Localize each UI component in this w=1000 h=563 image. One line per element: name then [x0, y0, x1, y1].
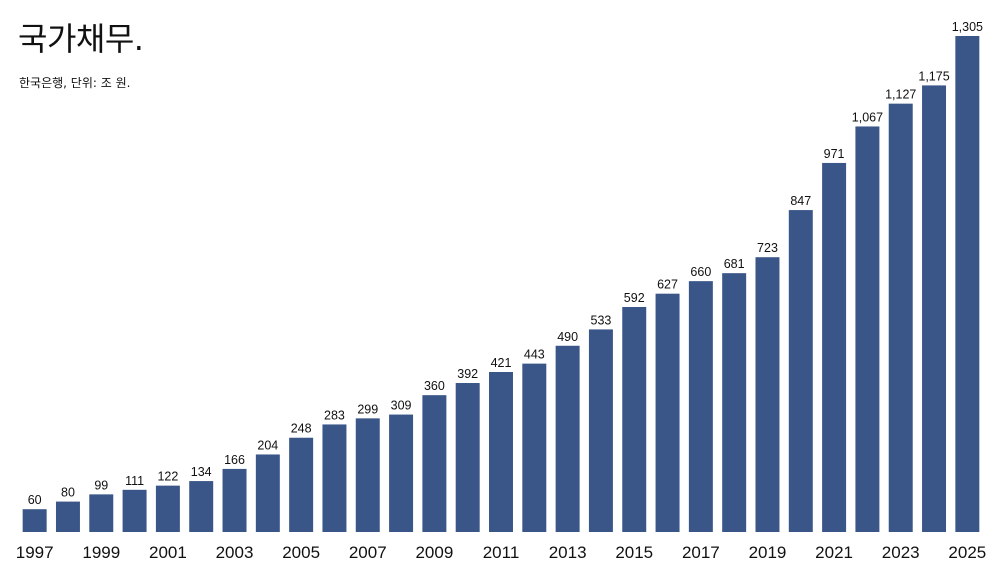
- x-axis-ticks: 1997 1999 2001 2003 2005 2007 2009 2011 2013 2015…: [16, 543, 987, 562]
- bar-1997: [22, 509, 47, 532]
- value-label-2019: 723: [757, 241, 778, 255]
- bar-2002: [189, 481, 214, 532]
- value-label-2023: 1,127: [885, 88, 916, 102]
- bar-2001: [155, 485, 180, 532]
- value-label-2006: 283: [324, 408, 345, 422]
- value-label-2020: 847: [790, 194, 811, 208]
- x-tick-label-1997: 1997: [16, 543, 54, 562]
- value-label-1997: 60: [28, 493, 42, 507]
- value-label-2016: 627: [657, 278, 678, 292]
- bar-2004: [255, 454, 280, 532]
- x-tick-label-2019: 2019: [749, 543, 787, 562]
- bar-2014: [588, 329, 613, 532]
- bar-2012: [522, 363, 547, 532]
- bar-2007: [355, 418, 380, 532]
- x-tick-label-1999: 1999: [82, 543, 120, 562]
- x-tick-label-2007: 2007: [349, 543, 387, 562]
- x-tick-label-2001: 2001: [149, 543, 187, 562]
- bar-2022: [855, 126, 880, 533]
- x-tick-label-2009: 2009: [415, 543, 453, 562]
- value-label-2003: 166: [224, 453, 245, 467]
- value-label-2025: 1,305: [952, 20, 983, 34]
- bar-2003: [222, 468, 247, 532]
- value-label-2001: 122: [157, 470, 178, 484]
- bar-2013: [555, 345, 580, 532]
- value-label-2018: 681: [724, 257, 745, 271]
- value-label-1999: 99: [94, 478, 108, 492]
- bar-2020: [788, 210, 813, 532]
- value-label-2004: 204: [257, 438, 278, 452]
- bar-2010: [455, 383, 480, 532]
- value-label-2008: 309: [391, 399, 412, 413]
- bar-1999: [89, 494, 114, 532]
- x-tick-label-2015: 2015: [615, 543, 653, 562]
- bar-1998: [55, 501, 80, 532]
- x-tick-label-2023: 2023: [882, 543, 920, 562]
- bar-2024: [922, 85, 947, 532]
- value-label-2017: 660: [690, 265, 711, 279]
- bar-2000: [122, 489, 147, 532]
- bar-2018: [722, 273, 747, 532]
- x-tick-label-2003: 2003: [216, 543, 254, 562]
- value-label-2021: 971: [824, 147, 845, 161]
- bar-2015: [622, 306, 647, 532]
- chart-subtitle: 한국은행, 단위: 조 원.: [19, 76, 131, 90]
- bar-2021: [822, 162, 847, 532]
- value-label-2024: 1,175: [918, 69, 949, 83]
- value-label-2011: 421: [491, 356, 512, 370]
- bar-2011: [489, 371, 513, 532]
- x-tick-label-2021: 2021: [815, 543, 853, 562]
- bar-2008: [389, 414, 414, 532]
- bar-2025: [955, 36, 980, 532]
- bar-2006: [322, 424, 347, 532]
- bars-group: [22, 36, 980, 533]
- x-tick-label-2005: 2005: [282, 543, 320, 562]
- value-label-2002: 134: [191, 465, 212, 479]
- value-label-2009: 360: [424, 379, 445, 393]
- value-label-2010: 392: [457, 367, 478, 381]
- value-label-2000: 111: [125, 474, 144, 488]
- bar-2017: [688, 281, 713, 532]
- x-tick-label-2011: 2011: [483, 543, 520, 562]
- value-label-2013: 490: [557, 330, 578, 344]
- value-label-2022: 1,067: [852, 110, 883, 124]
- bar-2005: [289, 437, 314, 532]
- bar-2009: [422, 395, 447, 532]
- x-tick-label-2013: 2013: [549, 543, 587, 562]
- bar-2019: [755, 257, 780, 532]
- chart-title: 국가채무.: [18, 20, 144, 58]
- value-label-2012: 443: [524, 348, 545, 362]
- bar-2016: [655, 293, 680, 532]
- value-label-2014: 533: [591, 313, 612, 327]
- bar-2023: [888, 103, 913, 533]
- x-tick-label-2025: 2025: [948, 543, 986, 562]
- value-label-2007: 299: [357, 402, 378, 416]
- value-label-2015: 592: [624, 291, 645, 305]
- value-labels-group: 60 80 99 111 122 134 166 204 248 283 299 309 360 392 4…: [28, 20, 983, 507]
- x-tick-label-2017: 2017: [682, 543, 720, 562]
- value-label-1998: 80: [61, 486, 75, 500]
- value-label-2005: 248: [291, 422, 312, 436]
